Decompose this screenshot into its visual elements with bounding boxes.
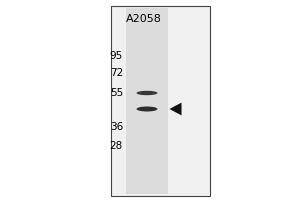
Ellipse shape [136,106,158,112]
Text: 28: 28 [110,141,123,151]
Text: 95: 95 [110,51,123,61]
Text: A2058: A2058 [126,14,162,24]
Text: 55: 55 [110,88,123,98]
Text: 36: 36 [110,122,123,132]
Text: 72: 72 [110,68,123,78]
Bar [111,6,210,196]
Bar [126,8,168,194]
Polygon shape [169,103,181,115]
Ellipse shape [136,91,158,95]
